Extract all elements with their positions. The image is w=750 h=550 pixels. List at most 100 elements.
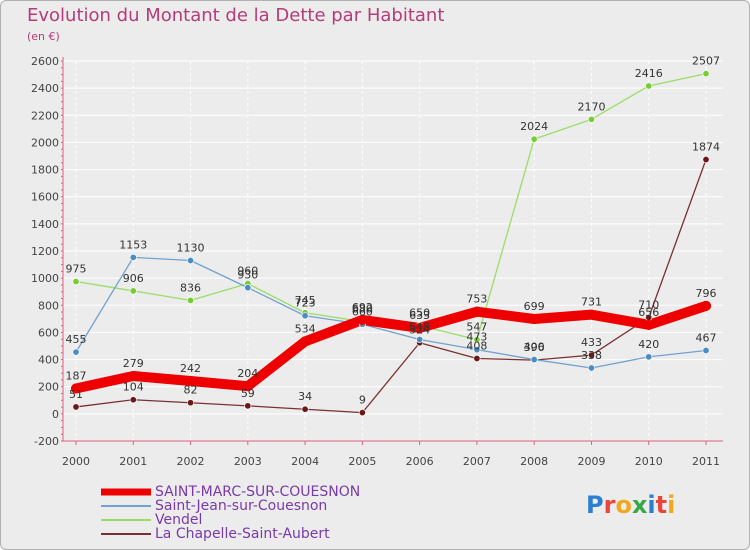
data-label: 699 (524, 300, 545, 313)
data-label: 338 (581, 349, 602, 362)
data-label: 467 (696, 331, 717, 344)
data-label: 745 (295, 294, 316, 307)
data-point (187, 399, 195, 407)
data-label: 1130 (177, 242, 205, 255)
series-line-3 (75, 158, 707, 414)
data-label: 2416 (635, 67, 663, 80)
data-label: 731 (581, 296, 602, 309)
y-tick-label: 1400 (31, 218, 59, 231)
data-label: 408 (466, 339, 487, 352)
logo-letter: P (586, 491, 604, 519)
data-label: 656 (638, 306, 659, 319)
y-tick-label: 400 (38, 354, 59, 367)
data-point (129, 253, 137, 261)
data-label: 455 (66, 333, 87, 346)
series-line-0 (71, 300, 711, 394)
logo-letter: t (655, 491, 668, 519)
data-label: 187 (66, 369, 87, 382)
legend-label: Vendel (155, 512, 203, 528)
data-label: 82 (184, 384, 198, 397)
data-label: 473 (466, 331, 487, 344)
data-point (187, 256, 195, 264)
y-tick-label: 2200 (31, 109, 59, 122)
data-label: 930 (237, 269, 258, 282)
legend-label: Saint-Jean-sur-Couesnon (155, 498, 328, 514)
data-label: 692 (352, 301, 373, 314)
data-label: 34 (298, 390, 312, 403)
y-tick-label: 2400 (31, 82, 59, 95)
logo-letter: i (667, 491, 676, 519)
data-point (128, 370, 139, 381)
y-tick-label: 200 (38, 381, 59, 394)
x-tick-label: 2011 (692, 455, 720, 468)
data-point (301, 405, 309, 413)
data-point (72, 278, 80, 286)
data-label: 680 (352, 303, 373, 316)
data-point (473, 354, 481, 362)
data-point (473, 336, 481, 344)
x-tick-label: 2006 (406, 455, 434, 468)
data-point (358, 409, 366, 417)
data-point (701, 300, 711, 311)
data-point (301, 312, 309, 320)
legend-label: SAINT-MARC-SUR-COUESNON (155, 484, 361, 500)
data-label: 1153 (119, 238, 147, 251)
data-point (702, 156, 710, 164)
data-label: 548 (409, 320, 430, 333)
chart-subtitle: (en €) (27, 30, 60, 43)
x-tick-label: 2002 (177, 455, 205, 468)
x-tick-label: 2009 (577, 455, 605, 468)
data-point (71, 383, 81, 394)
y-tick-label: 2000 (31, 136, 59, 149)
data-label: 710 (638, 299, 659, 312)
y-tick-label: 1800 (31, 164, 59, 177)
x-tick-label: 2001 (119, 455, 147, 468)
series-line-2 (75, 72, 707, 341)
x-tick-label: 2003 (234, 455, 262, 468)
data-label: 633 (409, 309, 430, 322)
y-tick-label: 1200 (31, 245, 59, 258)
data-labels: 187 279 242 204 534 692 633 753 699 731 656 796 455 1… (66, 55, 721, 407)
y-tick-label: 600 (38, 326, 59, 339)
logo-letter: x (631, 491, 648, 519)
x-tick-label: 2008 (520, 455, 548, 468)
chart-axes: -200 0 200 400 600 800 1000 1200 1400 1600 1800 200… (31, 55, 723, 468)
data-point (244, 284, 252, 292)
x-tick-label: 2004 (291, 455, 319, 468)
data-label: 660 (352, 305, 373, 318)
data-point (129, 396, 137, 404)
data-label: 59 (241, 387, 255, 400)
data-point (643, 319, 654, 330)
x-tick-label: 2000 (62, 455, 90, 468)
data-label: 524 (409, 324, 430, 337)
data-label: 242 (180, 362, 201, 375)
data-point (587, 351, 595, 359)
data-point (72, 348, 80, 356)
data-point (357, 314, 368, 325)
y-tick-label: 800 (38, 299, 59, 312)
data-label: 547 (466, 321, 487, 334)
data-point (414, 322, 425, 333)
data-point (645, 353, 653, 361)
data-label: 204 (237, 367, 258, 380)
data-label: 9 (359, 394, 366, 407)
data-point (185, 376, 196, 387)
data-label: 2024 (520, 120, 548, 133)
legend-swatch-saint-jean (101, 505, 151, 507)
y-tick-label: 2600 (31, 55, 59, 68)
data-label: 104 (123, 381, 144, 394)
y-tick-label: 1000 (31, 272, 59, 285)
series-lines (71, 72, 711, 414)
data-point (530, 356, 538, 364)
data-point (72, 403, 80, 411)
data-point (529, 313, 540, 324)
proxiti-logo: Proxiti (586, 491, 675, 519)
series-markers (71, 70, 711, 417)
data-label: 960 (237, 265, 258, 278)
data-point (702, 70, 710, 78)
chart-grid (63, 60, 723, 442)
data-label: 534 (295, 322, 316, 335)
data-label: 650 (409, 307, 430, 320)
data-label: 420 (638, 338, 659, 351)
